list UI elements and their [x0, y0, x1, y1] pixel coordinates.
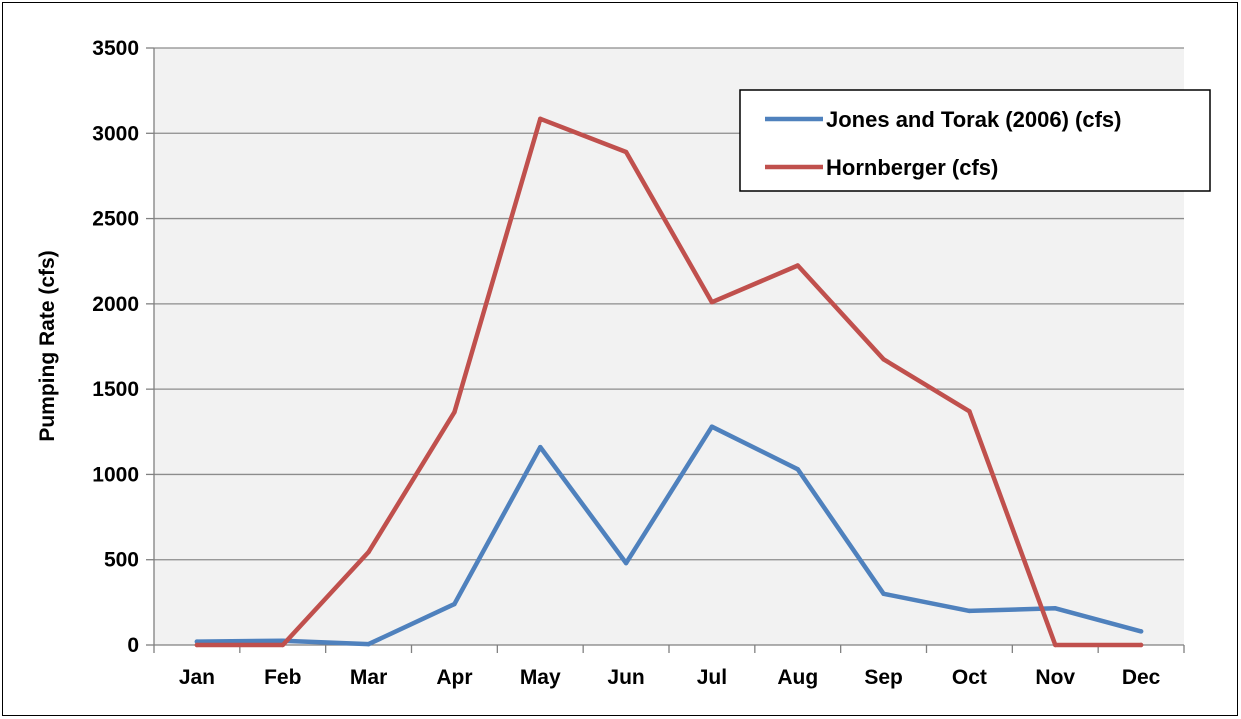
- data-point: [1138, 642, 1144, 648]
- x-tick-label: Dec: [1122, 666, 1161, 689]
- y-tick-label: 3500: [92, 37, 139, 60]
- data-point: [623, 560, 629, 566]
- data-point: [194, 642, 200, 648]
- data-point: [280, 642, 285, 648]
- data-point: [366, 641, 371, 647]
- legend-label: Jones and Torak (2006) (cfs): [826, 107, 1121, 132]
- series-line-1: [194, 116, 1144, 648]
- x-tick-label: Sep: [864, 666, 903, 689]
- x-tick-label: Oct: [952, 666, 987, 689]
- data-point: [538, 444, 543, 450]
- legend: Jones and Torak (2006) (cfs) Hornberger (…: [739, 89, 1211, 192]
- x-tick-label: May: [520, 666, 561, 689]
- data-point: [1053, 606, 1058, 611]
- data-point: [623, 149, 629, 155]
- data-point: [795, 263, 800, 268]
- x-tick-label: Jul: [697, 666, 727, 689]
- x-tick-label: Aug: [777, 666, 818, 689]
- data-point: [967, 409, 972, 414]
- x-tick-label: Jan: [179, 666, 215, 689]
- series-lines: [194, 116, 1144, 648]
- y-tick-label: 500: [104, 549, 139, 572]
- data-point: [795, 467, 800, 472]
- x-tick-label: Apr: [436, 666, 472, 689]
- y-tick-label: 3000: [92, 122, 139, 145]
- y-axis-title: Pumping Rate (cfs): [36, 250, 59, 441]
- y-axis: 0 500 1000 1500 2000 2500 3000 3500: [92, 37, 155, 657]
- data-point: [709, 299, 715, 305]
- y-tick-label: 2000: [92, 293, 139, 316]
- data-point: [1138, 629, 1144, 634]
- data-point: [881, 591, 886, 597]
- legend-box: [739, 89, 1211, 192]
- data-point: [709, 424, 715, 429]
- legend-label: Hornberger (cfs): [826, 155, 998, 180]
- y-tick-label: 1000: [92, 463, 139, 486]
- series-line-0: [194, 424, 1144, 647]
- data-point: [452, 409, 457, 415]
- x-tick-label: Feb: [264, 666, 301, 689]
- data-point: [538, 116, 543, 121]
- data-point: [1053, 642, 1058, 648]
- x-axis: Jan Feb Mar Apr May Jun Jul Aug Sep Oct Nov Dec: [153, 644, 1185, 689]
- data-point: [452, 601, 457, 607]
- y-tick-label: 2500: [92, 208, 139, 231]
- data-point: [881, 357, 886, 362]
- x-tick-label: Jun: [607, 666, 644, 689]
- x-tick-label: Nov: [1035, 666, 1075, 689]
- data-point: [967, 608, 972, 614]
- y-tick-label: 0: [127, 634, 139, 657]
- data-point: [194, 639, 200, 644]
- data-point: [366, 549, 371, 555]
- x-tick-label: Mar: [350, 666, 387, 689]
- y-tick-label: 1500: [92, 378, 139, 401]
